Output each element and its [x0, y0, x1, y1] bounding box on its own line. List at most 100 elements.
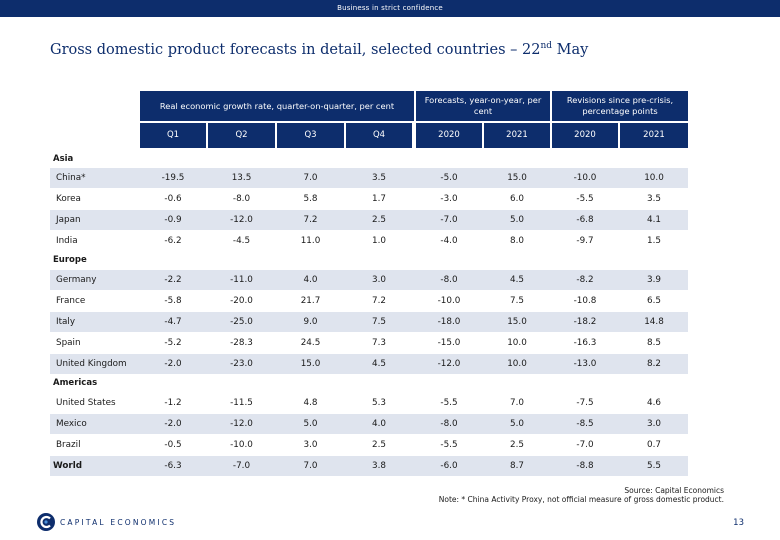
table-cell: -13.0 [573, 359, 597, 369]
row-label: Italy [56, 317, 76, 327]
row-shading [50, 414, 688, 434]
table-cell: -3.0 [440, 194, 458, 204]
table-cell: -7.0 [576, 440, 594, 450]
table-cell: 8.2 [647, 359, 661, 369]
table-cell: -12.0 [230, 419, 253, 429]
table-cell: -8.0 [440, 275, 458, 285]
row-shading [50, 354, 688, 374]
table-cell: 5.8 [303, 194, 318, 204]
table-cell: 5.0 [303, 419, 318, 429]
table-cell: 3.0 [647, 419, 661, 429]
table-cell: 5.3 [372, 398, 386, 408]
table-cell: 3.0 [372, 275, 386, 285]
table-cell: -5.2 [164, 338, 182, 348]
header-growth-label: Real economic growth rate, quarter-on-qu… [159, 100, 395, 111]
row-label: France [56, 296, 86, 306]
page-title: Gross domestic product forecasts in deta… [50, 42, 588, 58]
row-label: Brazil [56, 440, 81, 450]
table-cell: -0.9 [164, 215, 182, 225]
table-cell: 7.5 [510, 296, 524, 306]
table-cell: 2.5 [372, 440, 386, 450]
header-forecasts-label: Forecasts, year-on-year, per cent [424, 95, 542, 116]
table-cell: 4.5 [372, 359, 386, 369]
table-cell: 5.0 [510, 419, 524, 429]
table-cell: 15.0 [507, 173, 527, 183]
table-cell: 15.0 [507, 317, 527, 327]
row-label: Mexico [56, 419, 87, 429]
table-cell: -5.5 [440, 398, 458, 408]
table-cell: -20.0 [230, 296, 253, 306]
table-cell: 1.5 [647, 236, 661, 246]
table-cell: 6.5 [647, 296, 661, 306]
column-header: 2020 [552, 123, 618, 148]
table-cell: -2.2 [164, 275, 182, 285]
table-cell: -16.3 [573, 338, 597, 348]
table-cell: -7.5 [576, 398, 594, 408]
table-cell: -4.7 [164, 317, 182, 327]
table-cell: 2.5 [510, 440, 524, 450]
table-cell: 3.9 [647, 275, 661, 285]
column-header: Q3 [277, 123, 344, 148]
table-cell: -7.0 [232, 461, 251, 471]
header-growth: Real economic growth rate, quarter-on-qu… [140, 91, 414, 121]
row-shading [50, 210, 688, 230]
capital-economics-logo: CAPITAL ECONOMICS [36, 512, 176, 532]
table-cell: -2.0 [164, 419, 182, 429]
table-cell: -8.0 [440, 419, 458, 429]
page-number: 13 [733, 518, 744, 528]
table-cell: 0.7 [647, 440, 661, 450]
table-cell: 8.5 [647, 338, 661, 348]
header-forecasts: Forecasts, year-on-year, per cent [416, 91, 550, 121]
table-cell: 3.8 [372, 461, 386, 471]
table-cell: -5.5 [576, 194, 594, 204]
table-cell: -4.5 [232, 236, 251, 246]
table-cell: -8.2 [576, 275, 594, 285]
source-note: Source: Capital Economics [624, 486, 724, 495]
title-main: Gross domestic product forecasts in deta… [50, 42, 541, 58]
table-cell: 7.2 [372, 296, 386, 306]
table-cell: -11.0 [230, 275, 253, 285]
table-cell: -28.3 [230, 338, 253, 348]
table-cell: 15.0 [300, 359, 321, 369]
table-cell: 13.5 [231, 173, 252, 183]
table-cell: -6.8 [576, 215, 594, 225]
table-cell: -10.0 [437, 296, 461, 306]
column-header: 2020 [416, 123, 482, 148]
table-cell: -10.0 [230, 440, 253, 450]
table-cell: -18.2 [573, 317, 597, 327]
table-cell: 3.0 [303, 440, 318, 450]
row-label: World [53, 461, 83, 471]
table-cell: -23.0 [230, 359, 253, 369]
table-cell: 1.0 [372, 236, 386, 246]
title-superscript: nd [540, 41, 553, 52]
row-label: China* [56, 173, 86, 183]
table-cell: 7.0 [303, 173, 318, 183]
table-cell: 1.7 [372, 194, 386, 204]
table-cell: 21.7 [300, 296, 321, 306]
table-cell: -15.0 [437, 338, 461, 348]
row-label: Japan [56, 215, 81, 225]
table-cell: -12.0 [230, 215, 253, 225]
table-cell: 7.5 [372, 317, 386, 327]
table-cell: -6.3 [164, 461, 182, 471]
confidentiality-banner: Business in strict confidence [0, 0, 780, 17]
table-cell: -5.0 [440, 173, 458, 183]
footnote: Note: * China Activity Proxy, not offici… [438, 495, 724, 504]
row-shading [50, 312, 688, 332]
table-cell: -1.2 [164, 398, 182, 408]
table-cell: 4.0 [303, 275, 318, 285]
table-cell: 9.0 [303, 317, 318, 327]
table-cell: 10.0 [644, 173, 664, 183]
row-label: United Kingdom [56, 359, 127, 369]
table-cell: 10.0 [507, 359, 527, 369]
table-cell: 5.5 [647, 461, 661, 471]
table-cell: -4.0 [440, 236, 458, 246]
row-label: Germany [56, 275, 97, 285]
column-header: 2021 [620, 123, 688, 148]
table-cell: -10.8 [573, 296, 597, 306]
table-cell: 6.0 [510, 194, 524, 204]
table-cell: 4.6 [647, 398, 661, 408]
row-label: United States [56, 398, 116, 408]
table-cell: 3.5 [647, 194, 661, 204]
column-header: Q4 [346, 123, 412, 148]
